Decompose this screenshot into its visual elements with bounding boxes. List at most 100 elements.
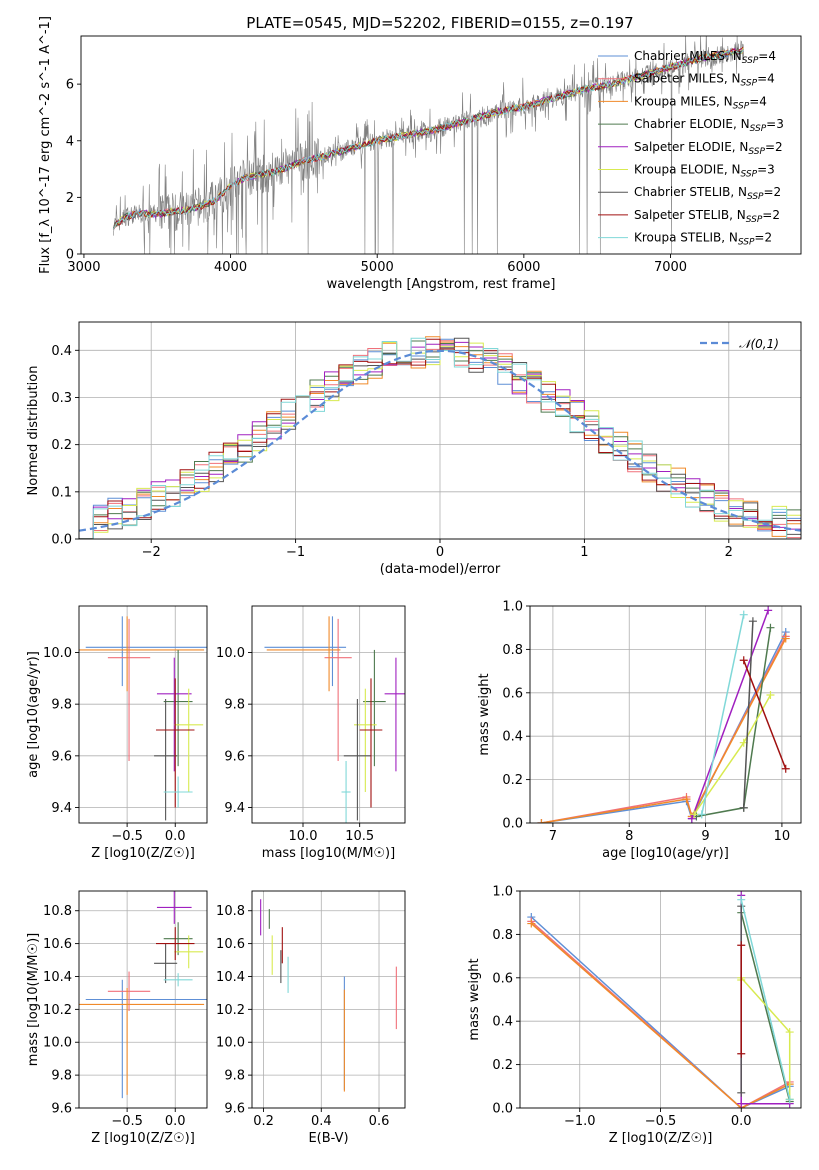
point-salpeter-stelib bbox=[155, 678, 195, 808]
plot-area bbox=[112, 36, 744, 254]
y-axis-label: mass weight bbox=[467, 958, 482, 1040]
series-line bbox=[742, 621, 754, 808]
y-tick-label: 9.6 bbox=[51, 749, 72, 764]
series-line bbox=[740, 912, 791, 1102]
y-tick-label: 0.4 bbox=[492, 1015, 513, 1030]
series-line bbox=[541, 638, 787, 823]
y-tick-label: 1.0 bbox=[502, 600, 523, 615]
series-line bbox=[530, 916, 791, 1108]
y-axis-label: mass weight bbox=[477, 673, 492, 755]
x-tick-label: 0.0 bbox=[165, 1114, 186, 1129]
plot-area bbox=[537, 606, 790, 823]
legend-sub: SSP bbox=[738, 238, 755, 248]
spectrum-legend: Chabrier MILES, NSSP=4 Salpeter MILES, NS… bbox=[598, 49, 784, 248]
panel-mass-weight-vs-age: 7 8 9 10 0.0 0.2 0.4 0.6 0.8 1.0 age [log10(age/yr… bbox=[477, 600, 802, 861]
axes-frame bbox=[251, 605, 406, 824]
point-marker bbox=[785, 1028, 794, 1037]
point-salpeter-miles bbox=[107, 971, 151, 1012]
legend-label-salpeter-elodie: Salpeter ELODIE, NSSP=2 bbox=[634, 140, 783, 157]
y-tick-label: 6 bbox=[66, 78, 74, 93]
y-tick-label: 0.2 bbox=[51, 438, 72, 453]
point-kroupa-miles bbox=[266, 616, 341, 692]
y-tick-label: 9.8 bbox=[51, 698, 72, 713]
point-marker bbox=[737, 1088, 746, 1097]
series-salpeter-stelib bbox=[737, 941, 746, 1058]
x-tick-label: −0.5 bbox=[645, 1114, 677, 1129]
point-kroupa-miles bbox=[79, 987, 205, 1095]
point-marker bbox=[687, 814, 696, 823]
y-tick-label: 10.0 bbox=[216, 646, 245, 661]
series-chabrier-elodie bbox=[737, 908, 794, 1106]
y-tick-label: 2 bbox=[66, 191, 74, 206]
y-tick-label: 10.4 bbox=[216, 970, 245, 985]
point-marker bbox=[739, 610, 748, 619]
y-axis-label: Normed distribution bbox=[26, 366, 41, 496]
y-tick-label: 9.6 bbox=[224, 749, 245, 764]
x-axis-label: Z [log10(Z/Z☉)] bbox=[91, 846, 195, 861]
point-chabrier-elodie bbox=[163, 649, 193, 767]
legend-sub: SSP bbox=[742, 56, 759, 66]
x-tick-label: 1 bbox=[580, 545, 588, 560]
x-tick-label: 10 bbox=[774, 829, 791, 844]
legend-sub: SSP bbox=[746, 215, 763, 225]
y-tick-label: 10.4 bbox=[43, 970, 72, 985]
point-marker bbox=[785, 1095, 794, 1104]
x-axis-label: mass [log10(M/M☉)] bbox=[262, 846, 395, 861]
x-tick-label: 7000 bbox=[654, 260, 687, 275]
data-spectrum bbox=[113, 36, 744, 254]
point-marker bbox=[748, 617, 757, 626]
point-salpeter-miles bbox=[107, 618, 151, 761]
legend-count: =4 bbox=[749, 94, 767, 108]
y-tick-label: 0.4 bbox=[51, 344, 72, 359]
y-tick-label: 0.3 bbox=[51, 391, 72, 406]
y-tick-label: 0 bbox=[66, 248, 74, 263]
axes-frame bbox=[529, 605, 802, 824]
y-tick-label: 10.2 bbox=[216, 1003, 245, 1018]
series-line bbox=[743, 660, 787, 770]
legend-count: =2 bbox=[762, 208, 780, 222]
y-tick-label: 10.6 bbox=[43, 937, 72, 952]
plot-area bbox=[260, 899, 397, 1092]
point-chabrier-stelib bbox=[343, 699, 371, 821]
y-tick-label: 10.8 bbox=[43, 904, 72, 919]
y-tick-label: 10.0 bbox=[43, 646, 72, 661]
legend-count: =2 bbox=[765, 140, 783, 154]
point-kroupa-elodie bbox=[174, 688, 204, 792]
x-tick-label: −1 bbox=[286, 545, 305, 560]
x-tick-label: 0.0 bbox=[731, 1114, 752, 1129]
y-tick-label: 10.2 bbox=[43, 1003, 72, 1018]
legend-sub: SSP bbox=[748, 147, 765, 157]
point-marker bbox=[781, 764, 790, 773]
x-axis-label: wavelength [Angstrom, rest frame] bbox=[327, 277, 556, 292]
y-tick-label: 9.4 bbox=[224, 801, 245, 816]
x-tick-label: 0.0 bbox=[165, 829, 186, 844]
legend-count: =4 bbox=[758, 49, 776, 63]
legend-sub: SSP bbox=[733, 101, 750, 111]
y-tick-label: 9.8 bbox=[224, 1069, 245, 1084]
legend-label-salpeter-miles: Salpeter MILES, NSSP=4 bbox=[634, 72, 775, 89]
plot-area bbox=[79, 336, 801, 539]
series-chabrier-stelib bbox=[739, 617, 757, 812]
axes-frame bbox=[80, 35, 802, 255]
legend-text: Kroupa MILES, N bbox=[634, 94, 733, 108]
model-kroupa-stelib bbox=[112, 49, 744, 230]
plot-area bbox=[79, 891, 207, 1099]
legend-label-chabrier-miles: Chabrier MILES, NSSP=4 bbox=[634, 49, 776, 66]
point-chabrier-miles bbox=[264, 616, 347, 687]
point-marker bbox=[737, 941, 746, 950]
y-tick-label: 9.8 bbox=[224, 698, 245, 713]
panel-spectrum: 3000 4000 5000 6000 7000 0 2 4 6 wavelength [Angs… bbox=[38, 16, 802, 292]
x-tick-label: 8 bbox=[625, 829, 633, 844]
legend-label-chabrier-stelib: Chabrier STELIB, NSSP=2 bbox=[634, 185, 781, 202]
legend-text: Salpeter ELODIE, N bbox=[634, 140, 748, 154]
legend-text: Kroupa STELIB, N bbox=[634, 231, 738, 245]
y-tick-label: 0.2 bbox=[492, 1058, 513, 1073]
x-tick-label: 10.0 bbox=[289, 829, 318, 844]
y-tick-label: 10.0 bbox=[216, 1036, 245, 1051]
point-kroupa-stelib bbox=[341, 761, 351, 823]
x-axis-label: (data-model)/error bbox=[380, 562, 501, 577]
series-line bbox=[701, 614, 745, 815]
y-tick-label: 9.6 bbox=[51, 1102, 72, 1117]
point-marker bbox=[737, 1099, 746, 1108]
y-tick-label: 10.8 bbox=[216, 904, 245, 919]
